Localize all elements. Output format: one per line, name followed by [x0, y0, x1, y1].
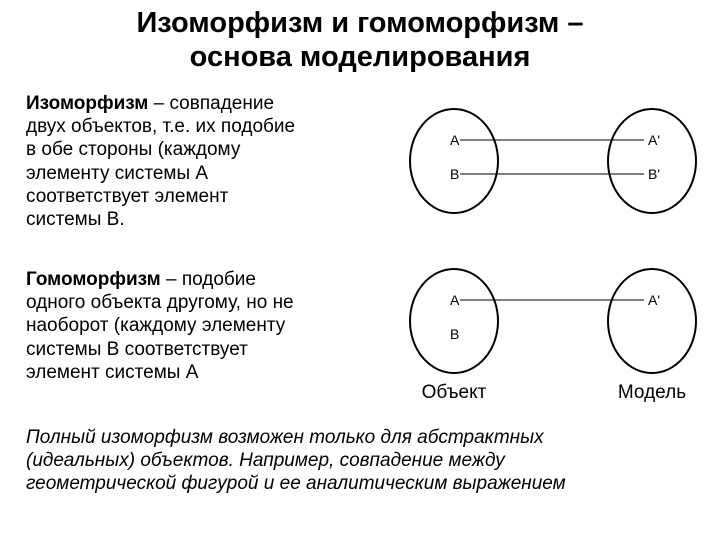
svg-text:А: А — [450, 292, 460, 308]
page-title: Изоморфизм и гомоморфизм – основа модели… — [0, 6, 720, 74]
term-isomorphism: Изоморфизм — [26, 93, 148, 114]
svg-text:В': В' — [648, 166, 660, 182]
title-line-2: основа моделирования — [190, 41, 531, 73]
diagram-isomorphism: А В А' В' — [404, 106, 704, 220]
def2-firstline: – подобие — [161, 269, 256, 290]
svg-text:В: В — [450, 166, 459, 182]
footer-note: Полный изоморфизм возможен только для аб… — [26, 426, 706, 496]
def1-l5: системы В. — [26, 209, 125, 230]
def1-l1: двух объектов, т.е. их подобие — [26, 116, 295, 137]
label-object: Объект — [394, 382, 514, 404]
def2-l4: элемент системы А — [26, 362, 198, 383]
def1-l3: элементу системы А — [26, 163, 208, 184]
title-line-1: Изоморфизм и гомоморфизм – — [136, 7, 583, 39]
svg-text:А': А' — [648, 292, 660, 308]
diagram-homomorphism-svg: А В А' — [404, 266, 704, 380]
footer-l3: геометрической фигурой и ее аналитически… — [26, 473, 566, 494]
def2-l1: одного объекта другому, но не — [26, 292, 294, 313]
def2-l2: наоборот (каждому элементу — [26, 315, 285, 336]
svg-text:А': А' — [648, 132, 660, 148]
def2-l3: системы В соответствует — [26, 339, 248, 360]
def1-l2: в обе стороны (каждому — [26, 139, 240, 160]
def1-l4: соответствует элемент — [26, 186, 228, 207]
def1-firstline: – совпадение — [148, 93, 274, 114]
svg-text:А: А — [450, 132, 460, 148]
footer-l1: Полный изоморфизм возможен только для аб… — [26, 427, 544, 448]
definition-homomorphism: Гомоморфизм – подобие одного объекта дру… — [26, 268, 386, 384]
definition-isomorphism: Изоморфизм – совпадение двух объектов, т… — [26, 92, 376, 231]
term-homomorphism: Гомоморфизм — [26, 269, 161, 290]
label-model: Модель — [592, 382, 712, 404]
diagram-homomorphism: А В А' — [404, 266, 704, 380]
page: Изоморфизм и гомоморфизм – основа модели… — [0, 0, 720, 540]
diagram-isomorphism-svg: А В А' В' — [404, 106, 704, 220]
svg-text:В: В — [450, 326, 459, 342]
footer-l2: (идеальных) объектов. Например, совпаден… — [26, 450, 505, 471]
